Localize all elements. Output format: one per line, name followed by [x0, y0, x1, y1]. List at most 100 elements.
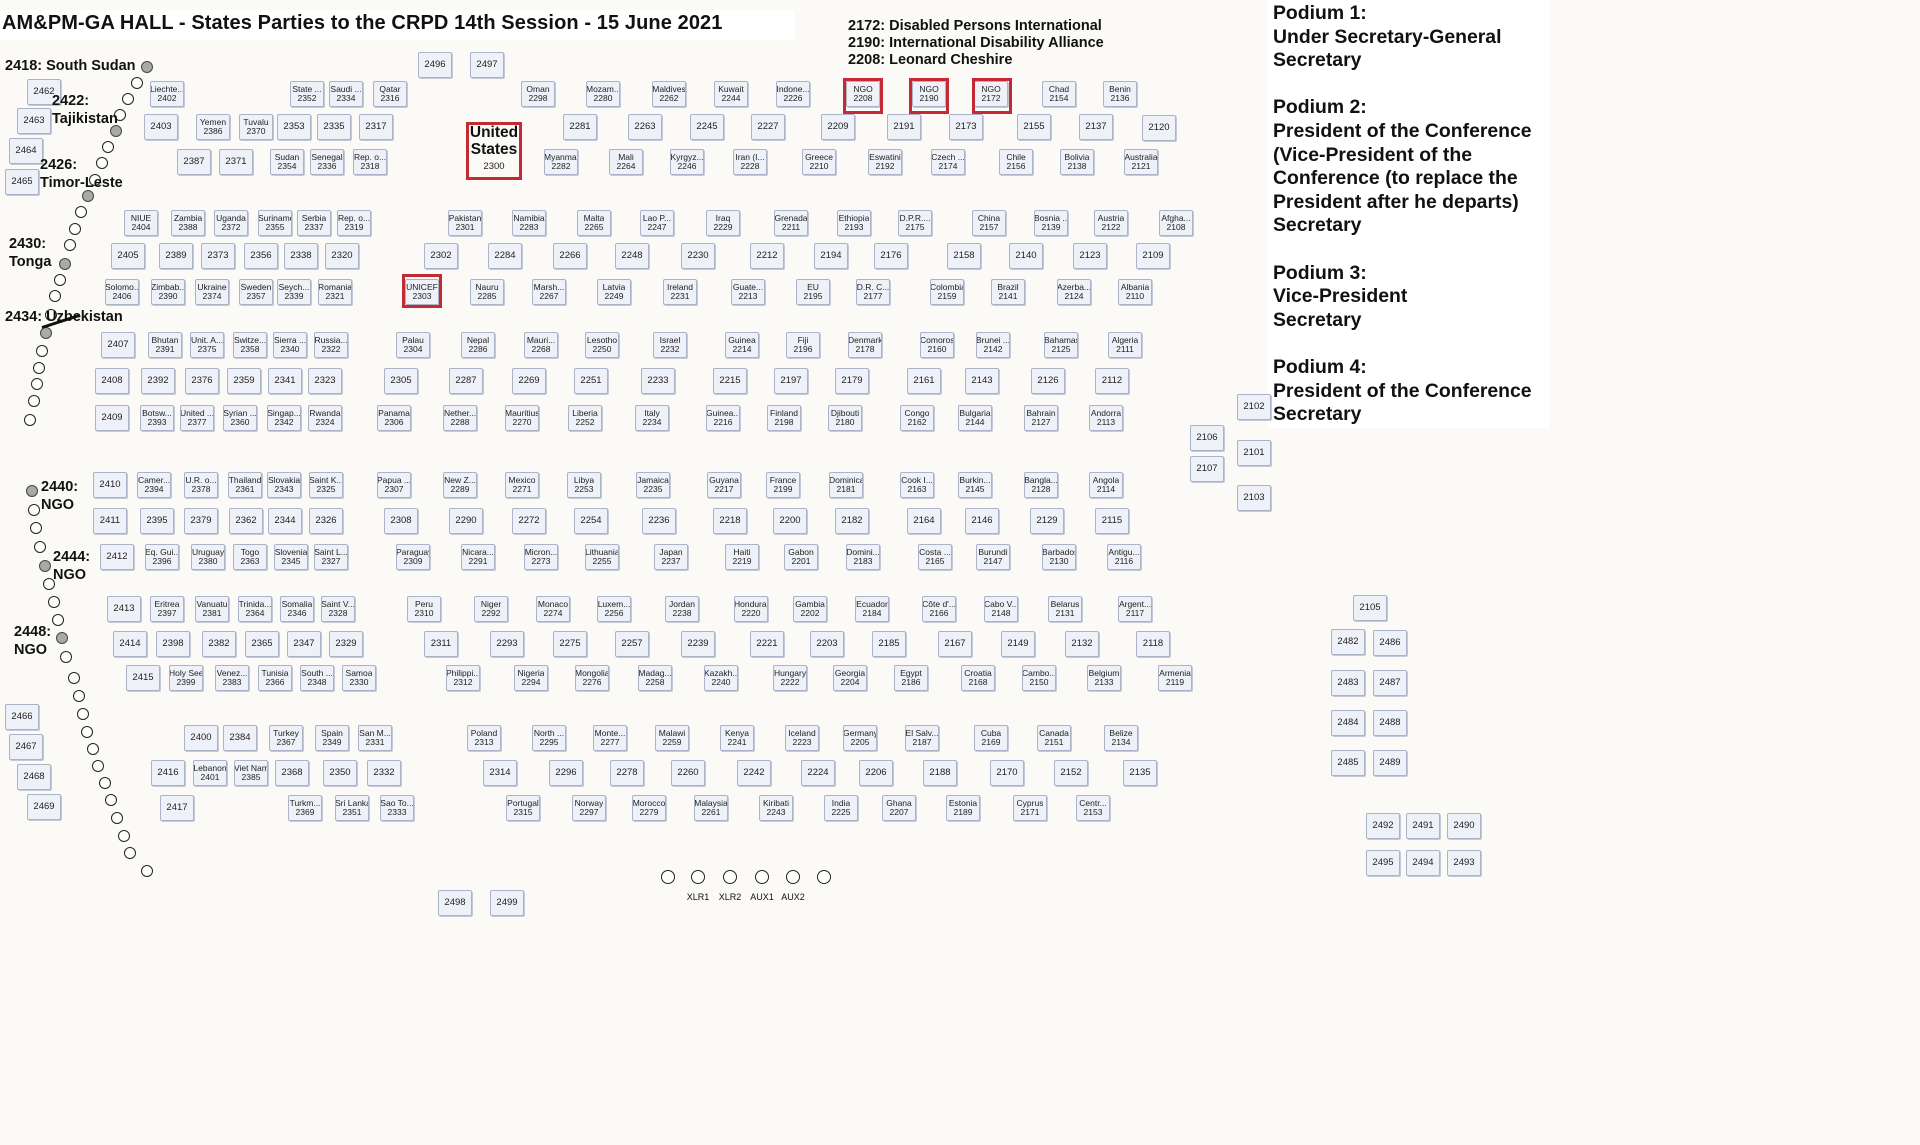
seat-number: 2149	[1007, 638, 1029, 650]
seat-number: 2396	[152, 556, 172, 566]
seat-2228: Iran (I... 2228	[733, 149, 767, 175]
seat-number: 2466	[11, 711, 33, 723]
seat-2350: 2350	[323, 760, 357, 786]
seat-name: Vanuatu	[196, 599, 228, 609]
seat-number: 2121	[1131, 161, 1151, 171]
podium-line: President of the Conference	[1273, 119, 1532, 142]
seat-2359: 2359	[227, 368, 261, 394]
side-seat	[68, 672, 80, 684]
seat-number: 2404	[131, 222, 151, 232]
seat-number: 2270	[512, 417, 532, 427]
seat-number: 2277	[600, 737, 620, 747]
seat-2109: 2109	[1136, 243, 1170, 269]
seat-2317: 2317	[359, 114, 393, 140]
seat-name: Saint K...	[309, 475, 343, 485]
seat-name: Barbados	[1042, 547, 1076, 557]
seat-2216: Guinea... 2216	[706, 405, 740, 431]
seat-2405: 2405	[111, 243, 145, 269]
seat-number: 2417	[166, 802, 188, 814]
microphone-label: AUX2	[781, 892, 805, 902]
seat-name: Mauri...	[526, 335, 556, 345]
seat-number: 2275	[559, 638, 581, 650]
seat-2174: Czech ... 2174	[931, 149, 965, 175]
seat-number: 2159	[937, 291, 957, 301]
ngo-legend-item: 2172: Disabled Persons International	[848, 18, 1102, 34]
seat-number: 2145	[965, 484, 985, 494]
seat-2173: 2173	[949, 114, 983, 140]
seat-number: 2202	[800, 608, 820, 618]
seat-number: 2398	[162, 638, 184, 650]
seat-name: Ireland	[667, 282, 693, 292]
seat-2179: 2179	[835, 368, 869, 394]
seat-2392: 2392	[141, 368, 175, 394]
seat-number: 2196	[793, 344, 813, 354]
seat-2264: Mali 2264	[609, 149, 643, 175]
seat-number: 2323	[314, 375, 336, 387]
seat-2484: 2484	[1331, 710, 1365, 736]
seat-name: Ecuador	[856, 599, 888, 609]
seat-number: 2154	[1049, 93, 1069, 103]
seat-number: 2271	[512, 484, 532, 494]
seat-2214: Guinea 2214	[725, 332, 759, 358]
seat-2495: 2495	[1366, 850, 1400, 876]
seat-name: San M...	[359, 728, 391, 738]
seat-2108: Afgha... 2108	[1159, 210, 1193, 236]
seat-2119: Armenia 2119	[1158, 665, 1192, 691]
seat-name: Croatia	[964, 668, 992, 678]
seat-name: Botsw...	[142, 408, 172, 418]
seat-number: 2367	[276, 737, 296, 747]
seat-2196: Fiji 2196	[786, 332, 820, 358]
seat-number: 2272	[518, 515, 540, 527]
seat-name: Senegal	[311, 152, 343, 162]
seat-number: 2167	[944, 638, 966, 650]
seat-2302: 2302	[424, 243, 458, 269]
seat-2305: 2305	[384, 368, 418, 394]
seat-number: 2230	[687, 250, 709, 262]
seat-2102: 2102	[1237, 394, 1271, 420]
side-annotation-number: 2426:	[40, 157, 78, 173]
side-seat	[87, 743, 99, 755]
seat-2306: Panama 2306	[377, 405, 411, 431]
seat-name: Eswatini	[869, 152, 901, 162]
seat-number: 2405	[117, 250, 139, 262]
seat-name: Ukraine	[197, 282, 227, 292]
seat-2203: 2203	[810, 631, 844, 657]
seat-number: 2164	[913, 515, 935, 527]
seat-number: 2173	[955, 121, 977, 133]
seat-number: 2345	[281, 556, 301, 566]
microphone-jack	[691, 870, 705, 884]
side-annotation-label: Tajikistan	[52, 111, 118, 127]
seat-name: Andorra	[1090, 408, 1122, 418]
seat-2325: Saint K... 2325	[309, 472, 343, 498]
seat-2289: New Z... 2289	[443, 472, 477, 498]
seat-number: 2362	[235, 515, 257, 527]
seat-2492: 2492	[1366, 813, 1400, 839]
seat-number: 2251	[580, 375, 602, 387]
seat-2221: 2221	[750, 631, 784, 657]
seat-2128: Bangla... 2128	[1024, 472, 1058, 498]
microphone-label: AUX1	[750, 892, 774, 902]
seat-2379: 2379	[184, 508, 218, 534]
seat-name: Monte...	[594, 728, 626, 738]
seat-number: 2213	[738, 291, 758, 301]
seat-2312: Philippi... 2312	[446, 665, 480, 691]
seat-name: Jamaica	[637, 475, 669, 485]
seat-number: 2297	[579, 807, 599, 817]
seat-2129: 2129	[1030, 508, 1064, 534]
seat-2127: Bahrain 2127	[1024, 405, 1058, 431]
seat-2215: 2215	[713, 368, 747, 394]
seat-2133: Belgium 2133	[1087, 665, 1121, 691]
seat-number: 2344	[274, 515, 296, 527]
seat-2184: Ecuador 2184	[855, 596, 889, 622]
seat-number: 2410	[99, 479, 121, 491]
seat-number: 2256	[604, 608, 624, 618]
seat-number: 2279	[639, 807, 659, 817]
seat-number: 2243	[766, 807, 786, 817]
seat-2482: 2482	[1331, 629, 1365, 655]
seat-name: Georgia	[834, 668, 866, 678]
seat-2290: 2290	[449, 508, 483, 534]
seat-name: Slovakia	[267, 475, 301, 485]
side-seat	[141, 865, 153, 877]
seat-number: 2234	[642, 417, 662, 427]
seat-2407: 2407	[101, 332, 135, 358]
